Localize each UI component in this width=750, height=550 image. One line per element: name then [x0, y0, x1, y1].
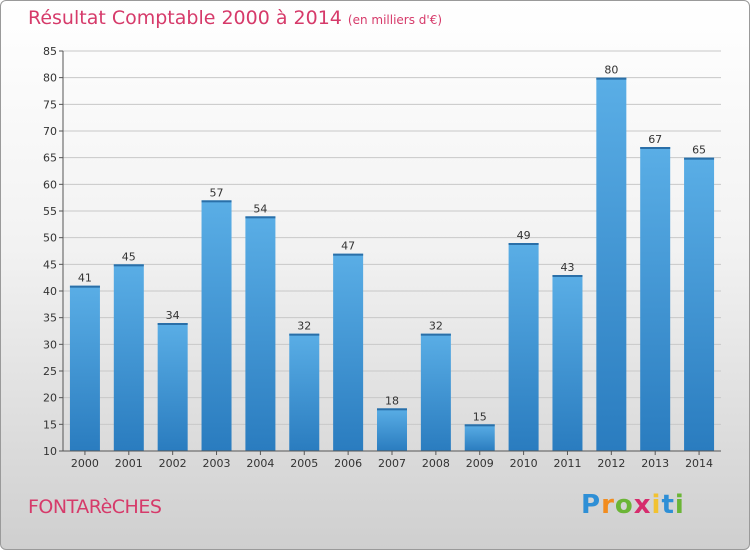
y-tick-label: 75 [43, 98, 57, 111]
y-tick-label: 55 [43, 205, 57, 218]
bar-top-edge [113, 264, 144, 267]
y-tick-label: 80 [43, 72, 57, 85]
data-label-2006: 47 [341, 240, 355, 253]
brand-logo: Proxiti [581, 490, 685, 520]
data-label-2010: 49 [517, 229, 531, 242]
data-label-2014: 65 [692, 144, 706, 157]
y-tick-label: 35 [43, 312, 57, 325]
y-tick-label: 10 [43, 445, 57, 458]
axis-layer: 10 15 20 25 30 35 40 45 50 55 60 65 70 75 80 85 2000 2001… [43, 45, 721, 470]
y-tick-label: 40 [43, 285, 57, 298]
bar-top-edge [596, 77, 627, 80]
y-tick-label: 15 [43, 418, 57, 431]
bar-2000 [69, 285, 100, 451]
bar-2006 [333, 253, 364, 451]
bar-top-edge [333, 253, 364, 256]
bar-2009 [464, 424, 495, 451]
x-tick-label-2007: 2007 [378, 457, 406, 470]
bar-top-edge [245, 216, 276, 219]
y-tick-label: 60 [43, 178, 57, 191]
x-tick-label-2002: 2002 [159, 457, 187, 470]
y-tick-label: 50 [43, 232, 57, 245]
y-tick-label: 20 [43, 392, 57, 405]
x-tick-label-2011: 2011 [553, 457, 581, 470]
y-tick-label: 30 [43, 338, 57, 351]
bar-2013 [640, 147, 671, 451]
commune-name: FONTARèCHES [28, 496, 162, 518]
y-tick-label: 85 [43, 45, 57, 58]
bar-top-edge [157, 323, 188, 325]
x-tick-label-2000: 2000 [71, 457, 99, 470]
x-tick-label-2009: 2009 [466, 457, 494, 470]
data-label-2007: 18 [385, 394, 399, 407]
data-label-2005: 32 [297, 320, 311, 333]
bar-top-edge [684, 157, 715, 160]
bar-top-edge [69, 285, 100, 288]
bar-2011 [552, 275, 583, 451]
y-tick-label: 70 [43, 125, 57, 138]
x-tick-label-2014: 2014 [685, 457, 713, 470]
bar-top-edge [464, 424, 495, 427]
bar-2002 [157, 323, 188, 451]
data-label-2001: 45 [122, 250, 136, 263]
y-tick-label: 45 [43, 258, 57, 271]
data-label-2011: 43 [560, 261, 574, 274]
bar-top-edge [289, 333, 320, 336]
bar-2008 [420, 333, 451, 451]
bar-top-edge [552, 275, 583, 277]
bar-2014 [684, 157, 715, 451]
bar-2004 [245, 216, 276, 451]
data-label-2000: 41 [78, 272, 92, 285]
data-label-2012: 80 [604, 64, 618, 77]
chart-title: Résultat Comptable 2000 à 2014 [28, 7, 342, 29]
data-label-2003: 57 [210, 186, 224, 199]
y-tick-label: 65 [43, 152, 57, 165]
bar-top-edge [377, 408, 407, 411]
label-layer: 41 45 34 57 54 32 47 18 32 15 49 43 80 67 65 [78, 64, 706, 424]
x-tick-label-2006: 2006 [334, 457, 362, 470]
x-tick-label-2008: 2008 [422, 457, 450, 470]
x-tick-label-2010: 2010 [510, 457, 538, 470]
bar-2001 [113, 264, 144, 451]
bar-top-edge [201, 200, 232, 203]
x-tick-label-2005: 2005 [290, 457, 318, 470]
bar-top-edge [508, 243, 539, 245]
data-label-2013: 67 [648, 133, 662, 146]
x-tick-label-2004: 2004 [246, 457, 274, 470]
bar-top-edge [640, 147, 671, 149]
data-label-2004: 54 [253, 202, 267, 215]
chart-title-block: Résultat Comptable 2000 à 2014 (en millie… [28, 7, 442, 29]
bar-2005 [289, 333, 320, 451]
data-label-2002: 34 [166, 309, 180, 322]
x-tick-label-2003: 2003 [203, 457, 231, 470]
x-tick-label-2001: 2001 [115, 457, 143, 470]
bar-2007 [377, 408, 407, 451]
data-label-2008: 32 [429, 320, 443, 333]
bar-2010 [508, 243, 539, 451]
x-tick-label-2012: 2012 [597, 457, 625, 470]
y-tick-label: 25 [43, 365, 57, 378]
bar-2012 [596, 77, 627, 452]
bar-top-edge [420, 333, 451, 336]
bar-2003 [201, 200, 232, 451]
x-tick-label-2013: 2013 [641, 457, 669, 470]
chart-subtitle: (en milliers d'€) [347, 13, 443, 27]
bar-layer [69, 77, 715, 452]
data-label-2009: 15 [473, 410, 487, 423]
